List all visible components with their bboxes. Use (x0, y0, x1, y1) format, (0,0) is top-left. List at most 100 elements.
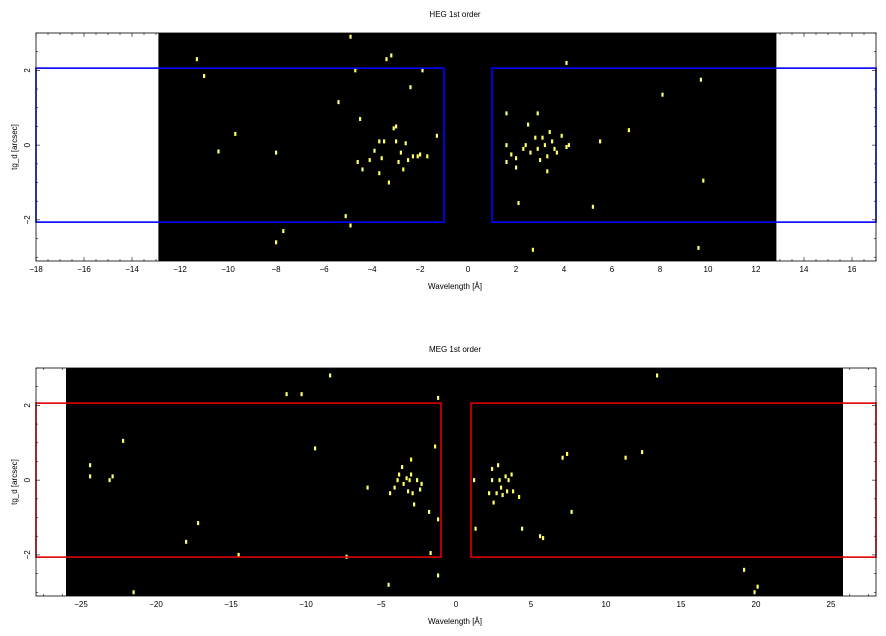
heg-event-point (404, 141, 407, 146)
meg-event-point (393, 485, 396, 490)
heg-x-tick-label: −10 (221, 265, 235, 274)
meg-event-point (389, 491, 392, 496)
meg-event-point (402, 481, 405, 486)
heg-event-point (378, 139, 381, 144)
meg-x-tick-label: 10 (602, 600, 611, 609)
heg-event-point (356, 159, 359, 164)
meg-x-tick-label: 20 (752, 600, 761, 609)
heg-event-point (411, 154, 414, 159)
meg-event-point (185, 539, 188, 544)
meg-event-point (510, 472, 513, 477)
heg-event-point (234, 131, 237, 136)
heg-event-point (392, 126, 395, 131)
heg-event-point (195, 57, 198, 62)
heg-event-point (517, 201, 520, 206)
heg-event-point (359, 116, 362, 121)
heg-event-point (599, 139, 602, 144)
heg-x-tick-label: 2 (514, 265, 519, 274)
heg-event-point (565, 145, 568, 149)
meg-event-point (300, 392, 303, 397)
meg-event-point (473, 478, 476, 483)
meg-event-point (437, 395, 440, 400)
heg-x-axis-label: Wavelength [Å] (428, 282, 482, 291)
heg-y-tick-label: 2 (23, 68, 32, 73)
meg-event-point (512, 489, 515, 494)
heg-event-point (536, 146, 539, 151)
heg-event-point (661, 92, 664, 97)
meg-event-point (504, 474, 507, 479)
heg-event-point (395, 124, 398, 129)
heg-y-tick-label: 0 (23, 142, 32, 147)
heg-event-point (349, 34, 352, 39)
meg-event-point (491, 478, 494, 483)
heg-event-point (534, 135, 537, 140)
heg-event-point (354, 68, 357, 73)
meg-event-point (497, 463, 500, 468)
meg-event-point (410, 472, 413, 477)
heg-event-point (505, 111, 508, 116)
heg-y-axis-label: tg_d [arcsec] (10, 124, 19, 170)
heg-event-point (397, 159, 400, 164)
heg-event-point (426, 154, 429, 159)
meg-y-tick-label: −2 (23, 550, 32, 560)
heg-event-point (505, 143, 508, 148)
meg-event-point (641, 450, 644, 455)
heg-event-point (399, 150, 402, 155)
meg-event-point (413, 502, 416, 507)
heg-event-point (344, 214, 347, 219)
meg-event-point (434, 444, 437, 449)
meg-event-point (506, 489, 509, 494)
meg-event-point (420, 481, 423, 486)
heg-x-tick-label: 0 (466, 265, 471, 274)
heg-event-point (373, 148, 376, 153)
meg-event-point (491, 466, 494, 471)
heg-event-point (337, 100, 340, 105)
heg-y-tick-label: −2 (23, 215, 32, 225)
meg-x-tick-label: 15 (677, 600, 686, 609)
meg-event-point (89, 463, 92, 468)
meg-event-point (132, 590, 135, 595)
meg-event-point (518, 494, 521, 499)
meg-data-region (66, 368, 843, 596)
meg-x-tick-label: −25 (74, 600, 88, 609)
heg-event-point (395, 139, 398, 144)
meg-event-point (428, 509, 431, 514)
heg-x-tick-label: −2 (415, 265, 425, 274)
heg-event-point (409, 85, 412, 90)
heg-event-point (282, 229, 285, 234)
meg-event-point (474, 526, 477, 531)
meg-event-point (407, 489, 410, 494)
meg-event-point (753, 590, 756, 595)
heg-event-point (591, 204, 594, 209)
heg-event-point (560, 133, 563, 138)
meg-y-tick-label: 0 (23, 477, 32, 482)
meg-event-point (507, 478, 510, 483)
heg-event-point (402, 167, 405, 172)
meg-event-point (408, 478, 411, 483)
heg-event-point (702, 178, 705, 183)
meg-event-point (539, 534, 542, 539)
meg-event-point (498, 478, 501, 483)
heg-event-point (510, 152, 513, 157)
heg-event-point (567, 143, 570, 148)
heg-event-point (555, 150, 558, 155)
heg-event-point (368, 158, 371, 163)
heg-event-point (546, 169, 549, 174)
heg-event-point (407, 158, 410, 163)
meg-event-point (429, 551, 432, 556)
heg-event-point (361, 167, 364, 172)
meg-event-point (488, 491, 491, 496)
heg-x-tick-label: −16 (77, 265, 91, 274)
meg-event-point (500, 485, 503, 490)
heg-x-tick-label: 14 (800, 265, 809, 274)
meg-event-point (396, 478, 399, 483)
meg-x-tick-label: −15 (224, 600, 238, 609)
meg-x-axis-label: Wavelength [Å] (428, 617, 482, 626)
meg-event-point (401, 465, 404, 470)
heg-event-point (435, 133, 438, 138)
heg-event-point (505, 159, 508, 164)
meg-x-tick-label: −5 (376, 600, 386, 609)
heg-x-tick-label: −12 (173, 265, 187, 274)
heg-x-tick-label: −4 (367, 265, 377, 274)
meg-event-point (416, 478, 419, 483)
